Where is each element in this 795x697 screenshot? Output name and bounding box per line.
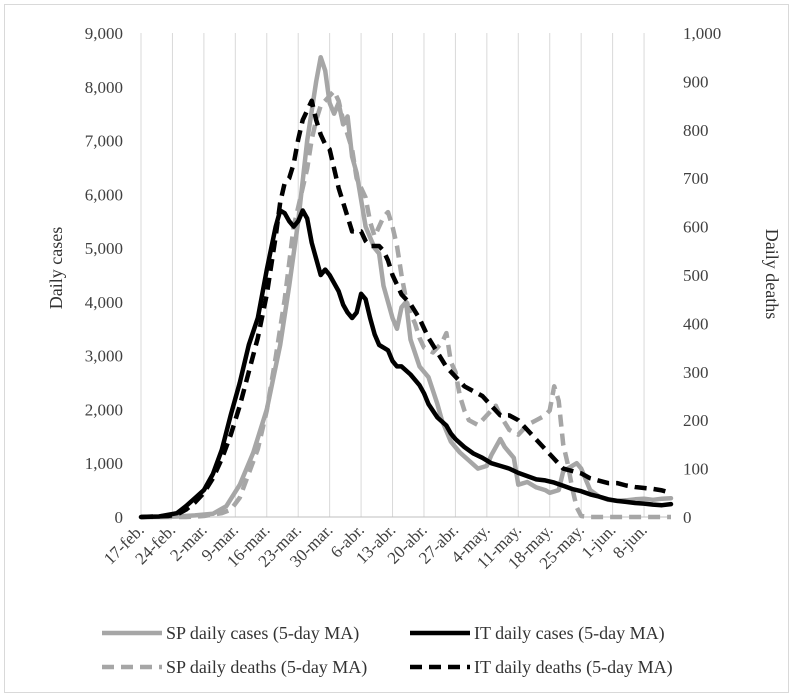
y-right-tick-label: 1,000	[683, 24, 721, 43]
y-axis-left-title: Daily cases	[46, 227, 66, 309]
y-right-tick-label: 400	[683, 314, 709, 333]
y-right-tick-label: 900	[683, 72, 709, 91]
legend-label-3: SP daily deaths (5-day MA)	[166, 657, 367, 678]
y-right-tick-label: 700	[683, 169, 709, 188]
y-left-tick-label: 8,000	[85, 78, 123, 97]
y-right-tick-label: 200	[683, 411, 709, 430]
chart-frame	[4, 4, 789, 693]
left-axis-ticks: 0 1,000 2,000 3,000 4,000 5,000 6,000 7,000 8,00…	[85, 24, 123, 527]
y-left-tick-label: 7,000	[85, 132, 123, 151]
right-axis-ticks: 0 100 200 300 400 500 600 700 800 900 1,000	[683, 24, 721, 527]
y-right-tick-label: 300	[683, 363, 709, 382]
y-axis-right-title: Daily deaths	[762, 229, 782, 319]
gridlines	[140, 33, 671, 518]
x-tick-label: 8-jun.	[609, 520, 651, 562]
x-tick-label: 1-jun.	[578, 520, 620, 562]
legend-label-2: IT daily cases (5-day MA)	[474, 623, 665, 644]
y-left-tick-label: 9,000	[85, 24, 123, 43]
y-right-tick-label: 100	[683, 460, 709, 479]
y-right-tick-label: 500	[683, 266, 709, 285]
y-left-tick-label: 6,000	[85, 185, 123, 204]
series-line-3	[141, 88, 671, 520]
x-axis-ticks: 17-feb.24-feb.2-mar.9-mar.16-mar.23-mar.…	[100, 520, 651, 572]
y-left-tick-label: 5,000	[85, 239, 123, 258]
legend-label-4: IT daily deaths (5-day MA)	[474, 657, 673, 678]
y-left-tick-label: 0	[115, 508, 124, 527]
legend: SP daily cases (5-day MA) IT daily cases …	[102, 623, 673, 678]
y-left-tick-label: 1,000	[85, 454, 123, 473]
series-lines	[138, 54, 674, 520]
y-right-tick-label: 0	[683, 508, 692, 527]
series-line-4	[140, 98, 672, 520]
y-left-tick-label: 4,000	[85, 293, 123, 312]
y-right-tick-label: 600	[683, 218, 709, 237]
y-left-tick-label: 2,000	[85, 400, 123, 419]
series-line-2	[138, 208, 674, 520]
y-left-tick-label: 3,000	[85, 347, 123, 366]
y-right-tick-label: 800	[683, 121, 709, 140]
legend-label-1: SP daily cases (5-day MA)	[166, 623, 359, 644]
